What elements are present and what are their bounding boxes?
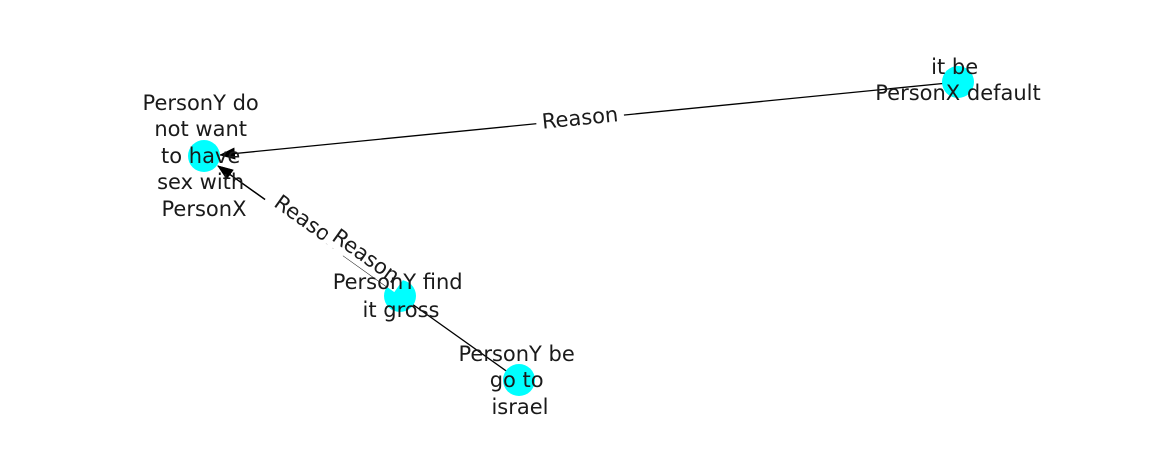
- node-label-n2: it be PersonX default: [875, 55, 1041, 105]
- edge-label-bg: [534, 100, 626, 136]
- node-n2-circle: [942, 66, 974, 98]
- node-n1-circle: [188, 140, 220, 172]
- edge-label-reason-default: Reason: [541, 102, 620, 133]
- node-n4-circle: [503, 364, 535, 396]
- node-label-n3: PersonY find it gross: [333, 270, 470, 322]
- edge-labels-layer: Reason Reason Reason: [261, 100, 626, 293]
- node-labels-layer: PersonY do not want to have sex with Per…: [143, 55, 1041, 419]
- nodes-layer: [188, 66, 974, 396]
- node-label-n4: PersonY be go to israel: [458, 342, 581, 419]
- node-label-n1: PersonY do not want to have sex with Per…: [143, 91, 266, 221]
- edge-label-bg: [322, 219, 410, 293]
